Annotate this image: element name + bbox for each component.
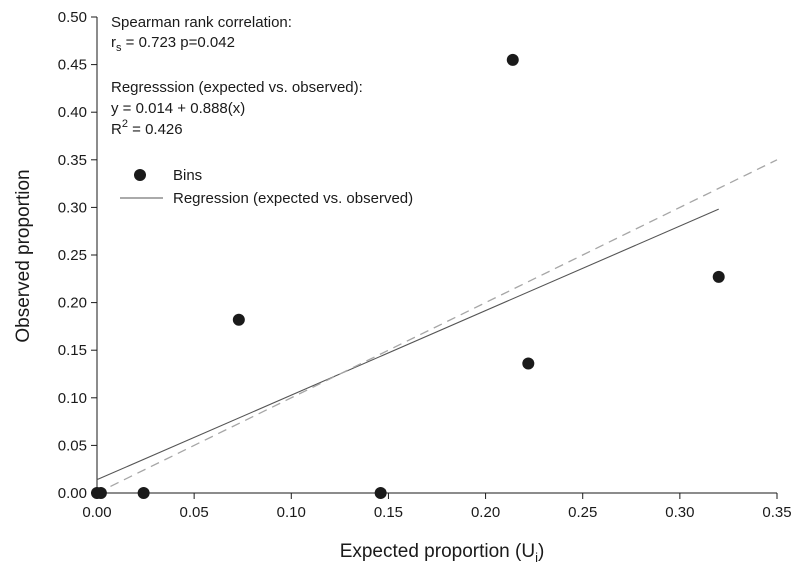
data-point [522, 357, 535, 370]
legend-bins-marker [134, 169, 146, 181]
x-axis-title: Expected proportion (Ui) [340, 541, 545, 565]
x-tick-label: 0.10 [277, 504, 306, 521]
x-tick-label: 0.30 [665, 504, 694, 521]
legend-regression-label: Regression (expected vs. observed) [173, 190, 413, 207]
y-tick-label: 0.15 [58, 342, 87, 359]
data-point [232, 313, 245, 326]
y-tick-label: 0.10 [58, 390, 87, 407]
y-tick-label: 0.25 [58, 247, 87, 264]
x-tick-label: 0.15 [374, 504, 403, 521]
identity-dashed-line [96, 159, 778, 494]
r-squared: R2 = 0.426 [111, 118, 183, 138]
x-tick-label: 0.05 [180, 504, 209, 521]
y-tick-label: 0.45 [58, 57, 87, 74]
y-tick-label: 0.00 [58, 485, 87, 502]
data-point [506, 53, 519, 66]
x-tick-label: 0.25 [568, 504, 597, 521]
legend: Bins Regression (expected vs. observed) [120, 167, 413, 207]
y-tick-label: 0.40 [58, 104, 87, 121]
y-ticks: 0.00 0.05 0.10 0.15 0.20 0.25 0.30 0.35 0.40 0.45… [58, 9, 97, 502]
data-point [94, 487, 107, 499]
y-tick-label: 0.20 [58, 295, 87, 312]
legend-bins-label: Bins [173, 167, 202, 184]
regression-equation: y = 0.014 + 0.888(x) [111, 100, 245, 117]
spearman-title: Spearman rank correlation: [111, 14, 292, 31]
x-tick-label: 0.00 [82, 504, 111, 521]
y-tick-label: 0.35 [58, 152, 87, 169]
plot-lines [96, 159, 778, 494]
x-ticks: 0.00 0.05 0.10 0.15 0.20 0.25 0.30 0.35 [82, 493, 792, 521]
y-tick-label: 0.05 [58, 437, 87, 454]
y-axis-title: Observed proportion [13, 169, 34, 342]
y-tick-label: 0.30 [58, 199, 87, 216]
regression-title: Regresssion (expected vs. observed): [111, 79, 363, 96]
plot-points [91, 53, 725, 499]
x-tick-label: 0.20 [471, 504, 500, 521]
stats-annotation: Spearman rank correlation: rs = 0.723 p=… [111, 14, 363, 138]
y-tick-label: 0.50 [58, 9, 87, 26]
data-point [137, 487, 150, 499]
data-point [712, 270, 725, 283]
regression-line [96, 208, 719, 481]
spearman-value: rs = 0.723 p=0.042 [111, 34, 235, 54]
data-point [374, 487, 387, 499]
x-tick-label: 0.35 [762, 504, 791, 521]
